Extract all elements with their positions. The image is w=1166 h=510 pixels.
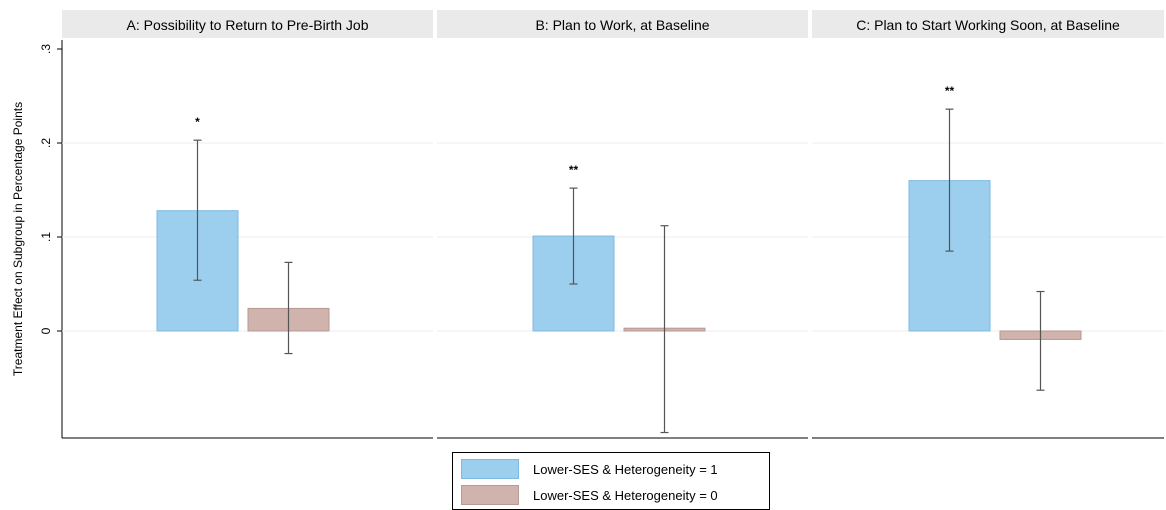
legend-label-series-2: Lower-SES & Heterogeneity = 0 (533, 487, 718, 503)
y-tick-label: .1 (39, 232, 53, 242)
panel-title-strip (812, 10, 1164, 38)
significance-label: ** (945, 84, 955, 98)
significance-label: * (195, 115, 200, 129)
y-axis-label: Treatment Effect on Subgroup in Percenta… (11, 102, 25, 376)
chart-figure: Treatment Effect on Subgroup in Percenta… (11, 10, 1164, 439)
legend-label-series-1: Lower-SES & Heterogeneity = 1 (533, 461, 718, 477)
y-tick-label: .2 (39, 138, 53, 148)
y-tick-label: 0 (39, 327, 53, 334)
legend-item-series-2: Lower-SES & Heterogeneity = 0 (461, 485, 718, 505)
legend-swatch-series-1 (461, 459, 519, 479)
panel-title: C: Plan to Start Working Soon, at Baseli… (856, 17, 1120, 33)
panel-title-strip (437, 10, 808, 38)
panel-title: B: Plan to Work, at Baseline (535, 17, 709, 33)
y-tick-label: .3 (39, 44, 53, 54)
significance-label: ** (569, 163, 579, 177)
legend: Lower-SES & Heterogeneity = 1 Lower-SES … (452, 452, 770, 510)
panel-title-strip (62, 10, 433, 38)
panel-title: A: Possibility to Return to Pre-Birth Jo… (127, 17, 369, 33)
legend-item-series-1: Lower-SES & Heterogeneity = 1 (461, 459, 718, 479)
legend-swatch-series-2 (461, 485, 519, 505)
